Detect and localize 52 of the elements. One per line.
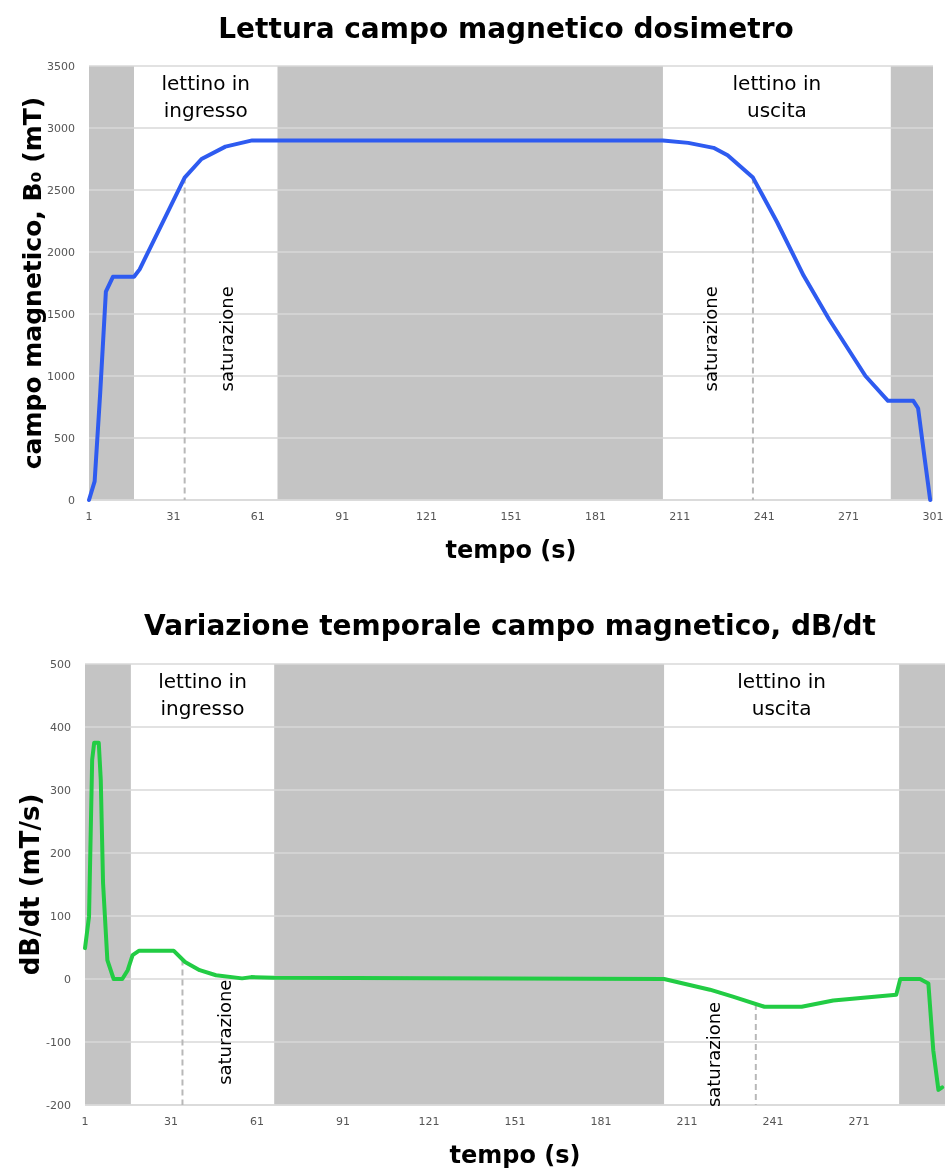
y-tick-label: 2000 [47,245,75,259]
annotation: lettino in ingresso [161,71,251,122]
y-tick-label: 500 [50,657,71,671]
chart-title: Lettura campo magnetico dosimetro [218,12,794,45]
x-tick-label: 1 [85,510,93,523]
y-tick-label: 0 [64,972,71,986]
x-tick-label: 31 [166,510,181,523]
x-tick-label: 91 [336,1115,350,1128]
x-tick-label: 121 [416,510,438,523]
line-series [87,138,933,502]
x-tick-label: 181 [584,510,606,523]
y-tick-label: 3500 [47,59,75,73]
y-tick-label: 100 [50,909,71,923]
x-tick-label: 121 [418,1115,440,1128]
y-axis-title: campo magnetico, B₀ (mT) [17,96,47,470]
annotation: lettino in ingresso [158,669,247,720]
ref-line-label: saturazione [703,1001,725,1108]
x-tick-label: 301 [922,510,944,523]
x-tick-label: 91 [335,510,350,523]
y-tick-label: 300 [50,783,71,797]
ref-line-label: saturazione [215,286,237,392]
x-tick-label: 271 [848,1115,870,1128]
y-tick-label: 1000 [47,369,75,383]
annotation: lettino in uscita [732,71,822,122]
annotation: lettino in uscita [737,669,826,720]
chart-title: Variazione temporale campo magnetico, dB/dt [144,609,876,642]
y-axis-title: dB/dt (mT/s) [15,793,46,976]
x-tick-label: 241 [762,1115,784,1128]
y-tick-label: 1500 [47,307,75,321]
y-tick-label: 2500 [47,183,75,197]
x-tick-label: 181 [590,1115,612,1128]
y-tick-label: 0 [68,493,75,507]
y-tick-label: 200 [50,846,71,860]
x-tick-label: 271 [838,510,860,523]
x-axis-title: tempo (s) [445,536,577,564]
x-tick-label: 61 [250,1115,264,1128]
y-tick-label: 400 [50,720,71,734]
ref-line-label: saturazione [213,979,235,1085]
x-tick-label: 151 [500,510,522,523]
x-tick-label: 241 [753,510,775,523]
x-tick-label: 31 [164,1115,178,1128]
y-tick-label: 3000 [47,121,75,135]
x-axis-title: tempo (s) [449,1141,581,1169]
x-tick-label: 1 [81,1115,89,1128]
ref-line-label: saturazione [700,286,722,392]
y-tick-label: -200 [46,1098,71,1112]
y-tick-label: -100 [46,1035,71,1049]
x-tick-label: 211 [676,1115,698,1128]
x-tick-label: 61 [250,510,265,523]
y-tick-label: 500 [54,431,75,445]
x-tick-label: 211 [669,510,691,523]
x-tick-label: 151 [504,1115,526,1128]
